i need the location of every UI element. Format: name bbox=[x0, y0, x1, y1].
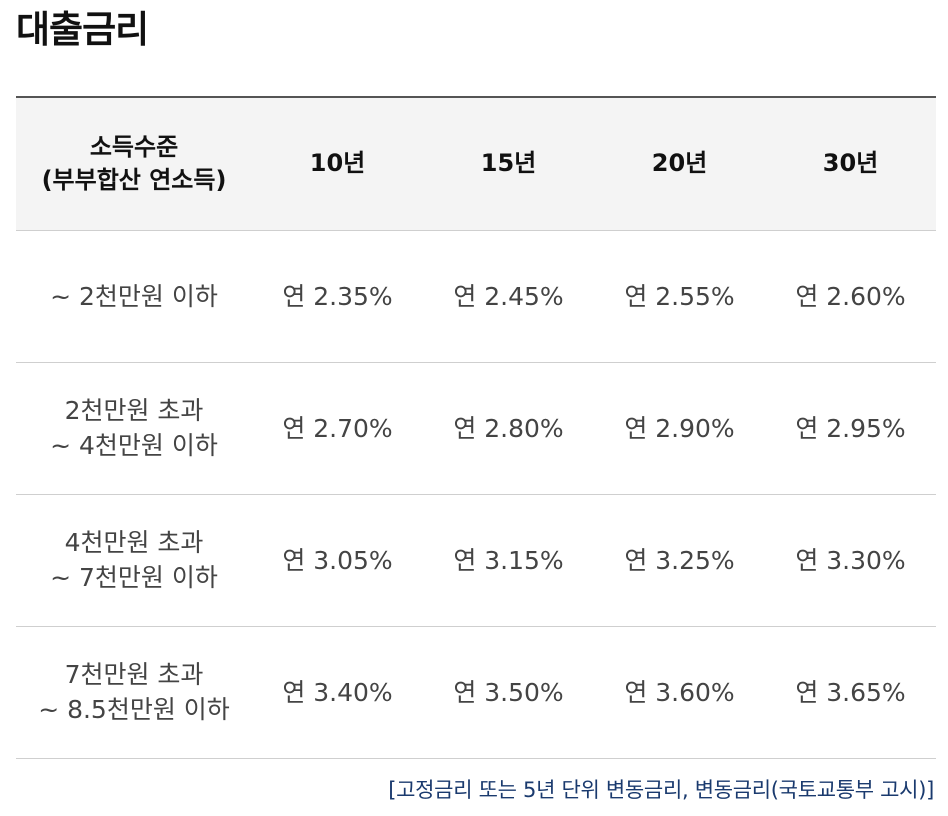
table-row: 7천만원 초과 ~ 8.5천만원 이하 연 3.40% 연 3.50% 연 3.… bbox=[16, 626, 936, 759]
rate-type-footnote: [고정금리 또는 5년 단위 변동금리, 변동금리(국토교통부 고시)] bbox=[388, 778, 934, 802]
table-row: 2천만원 초과 ~ 4천만원 이하 연 2.70% 연 2.80% 연 2.90… bbox=[16, 362, 936, 495]
income-bracket-line1: ~ 2천만원 이하 bbox=[50, 281, 218, 311]
rate-cell: 연 3.65% bbox=[765, 626, 936, 759]
income-bracket-line1: 7천만원 초과 bbox=[64, 660, 204, 689]
header-income-sublabel: (부부합산 연소득) bbox=[41, 165, 227, 194]
rate-cell: 연 3.60% bbox=[594, 626, 765, 759]
income-bracket-cell: 2천만원 초과 ~ 4천만원 이하 bbox=[16, 362, 252, 495]
income-bracket-cell: 4천만원 초과 ~ 7천만원 이하 bbox=[16, 494, 252, 627]
rate-cell: 연 3.25% bbox=[594, 494, 765, 627]
rate-cell: 연 3.30% bbox=[765, 494, 936, 627]
income-bracket-line2: ~ 8.5천만원 이하 bbox=[38, 695, 230, 724]
income-bracket-cell: 7천만원 초과 ~ 8.5천만원 이하 bbox=[16, 626, 252, 759]
rate-cell: 연 2.90% bbox=[594, 362, 765, 495]
income-bracket-line2: ~ 4천만원 이하 bbox=[50, 431, 218, 460]
rate-cell: 연 2.80% bbox=[423, 362, 594, 495]
table-row: ~ 2천만원 이하 연 2.35% 연 2.45% 연 2.55% 연 2.60… bbox=[16, 230, 936, 363]
rate-cell: 연 2.35% bbox=[252, 230, 423, 363]
header-term-10: 10년 bbox=[252, 97, 423, 231]
rate-cell: 연 2.60% bbox=[765, 230, 936, 363]
header-term-30: 30년 bbox=[765, 97, 936, 231]
rate-cell: 연 2.70% bbox=[252, 362, 423, 495]
income-bracket-line1: 2천만원 초과 bbox=[64, 396, 204, 425]
header-income-label: 소득수준 bbox=[89, 132, 179, 161]
rate-cell: 연 3.05% bbox=[252, 494, 423, 627]
rate-cell: 연 2.95% bbox=[765, 362, 936, 495]
rate-cell: 연 3.40% bbox=[252, 626, 423, 759]
rate-cell: 연 3.15% bbox=[423, 494, 594, 627]
rate-cell: 연 2.45% bbox=[423, 230, 594, 363]
header-term-20: 20년 bbox=[594, 97, 765, 231]
rate-cell: 연 3.50% bbox=[423, 626, 594, 759]
income-bracket-line2: ~ 7천만원 이하 bbox=[50, 563, 218, 592]
header-term-15: 15년 bbox=[423, 97, 594, 231]
table-header-row: 소득수준 (부부합산 연소득) 10년 15년 20년 30년 bbox=[16, 97, 936, 231]
table-row: 4천만원 초과 ~ 7천만원 이하 연 3.05% 연 3.15% 연 3.25… bbox=[16, 494, 936, 627]
rate-cell: 연 2.55% bbox=[594, 230, 765, 363]
loan-rate-table: 소득수준 (부부합산 연소득) 10년 15년 20년 30년 ~ 2천만원 이… bbox=[16, 96, 936, 759]
header-income-level: 소득수준 (부부합산 연소득) bbox=[16, 97, 252, 231]
income-bracket-cell: ~ 2천만원 이하 bbox=[16, 230, 252, 363]
page-title: 대출금리 bbox=[16, 8, 149, 51]
income-bracket-line1: 4천만원 초과 bbox=[64, 528, 204, 557]
